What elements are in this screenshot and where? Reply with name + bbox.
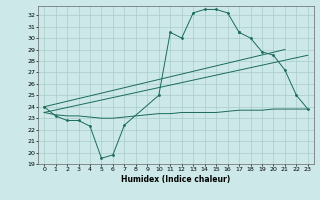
X-axis label: Humidex (Indice chaleur): Humidex (Indice chaleur)	[121, 175, 231, 184]
